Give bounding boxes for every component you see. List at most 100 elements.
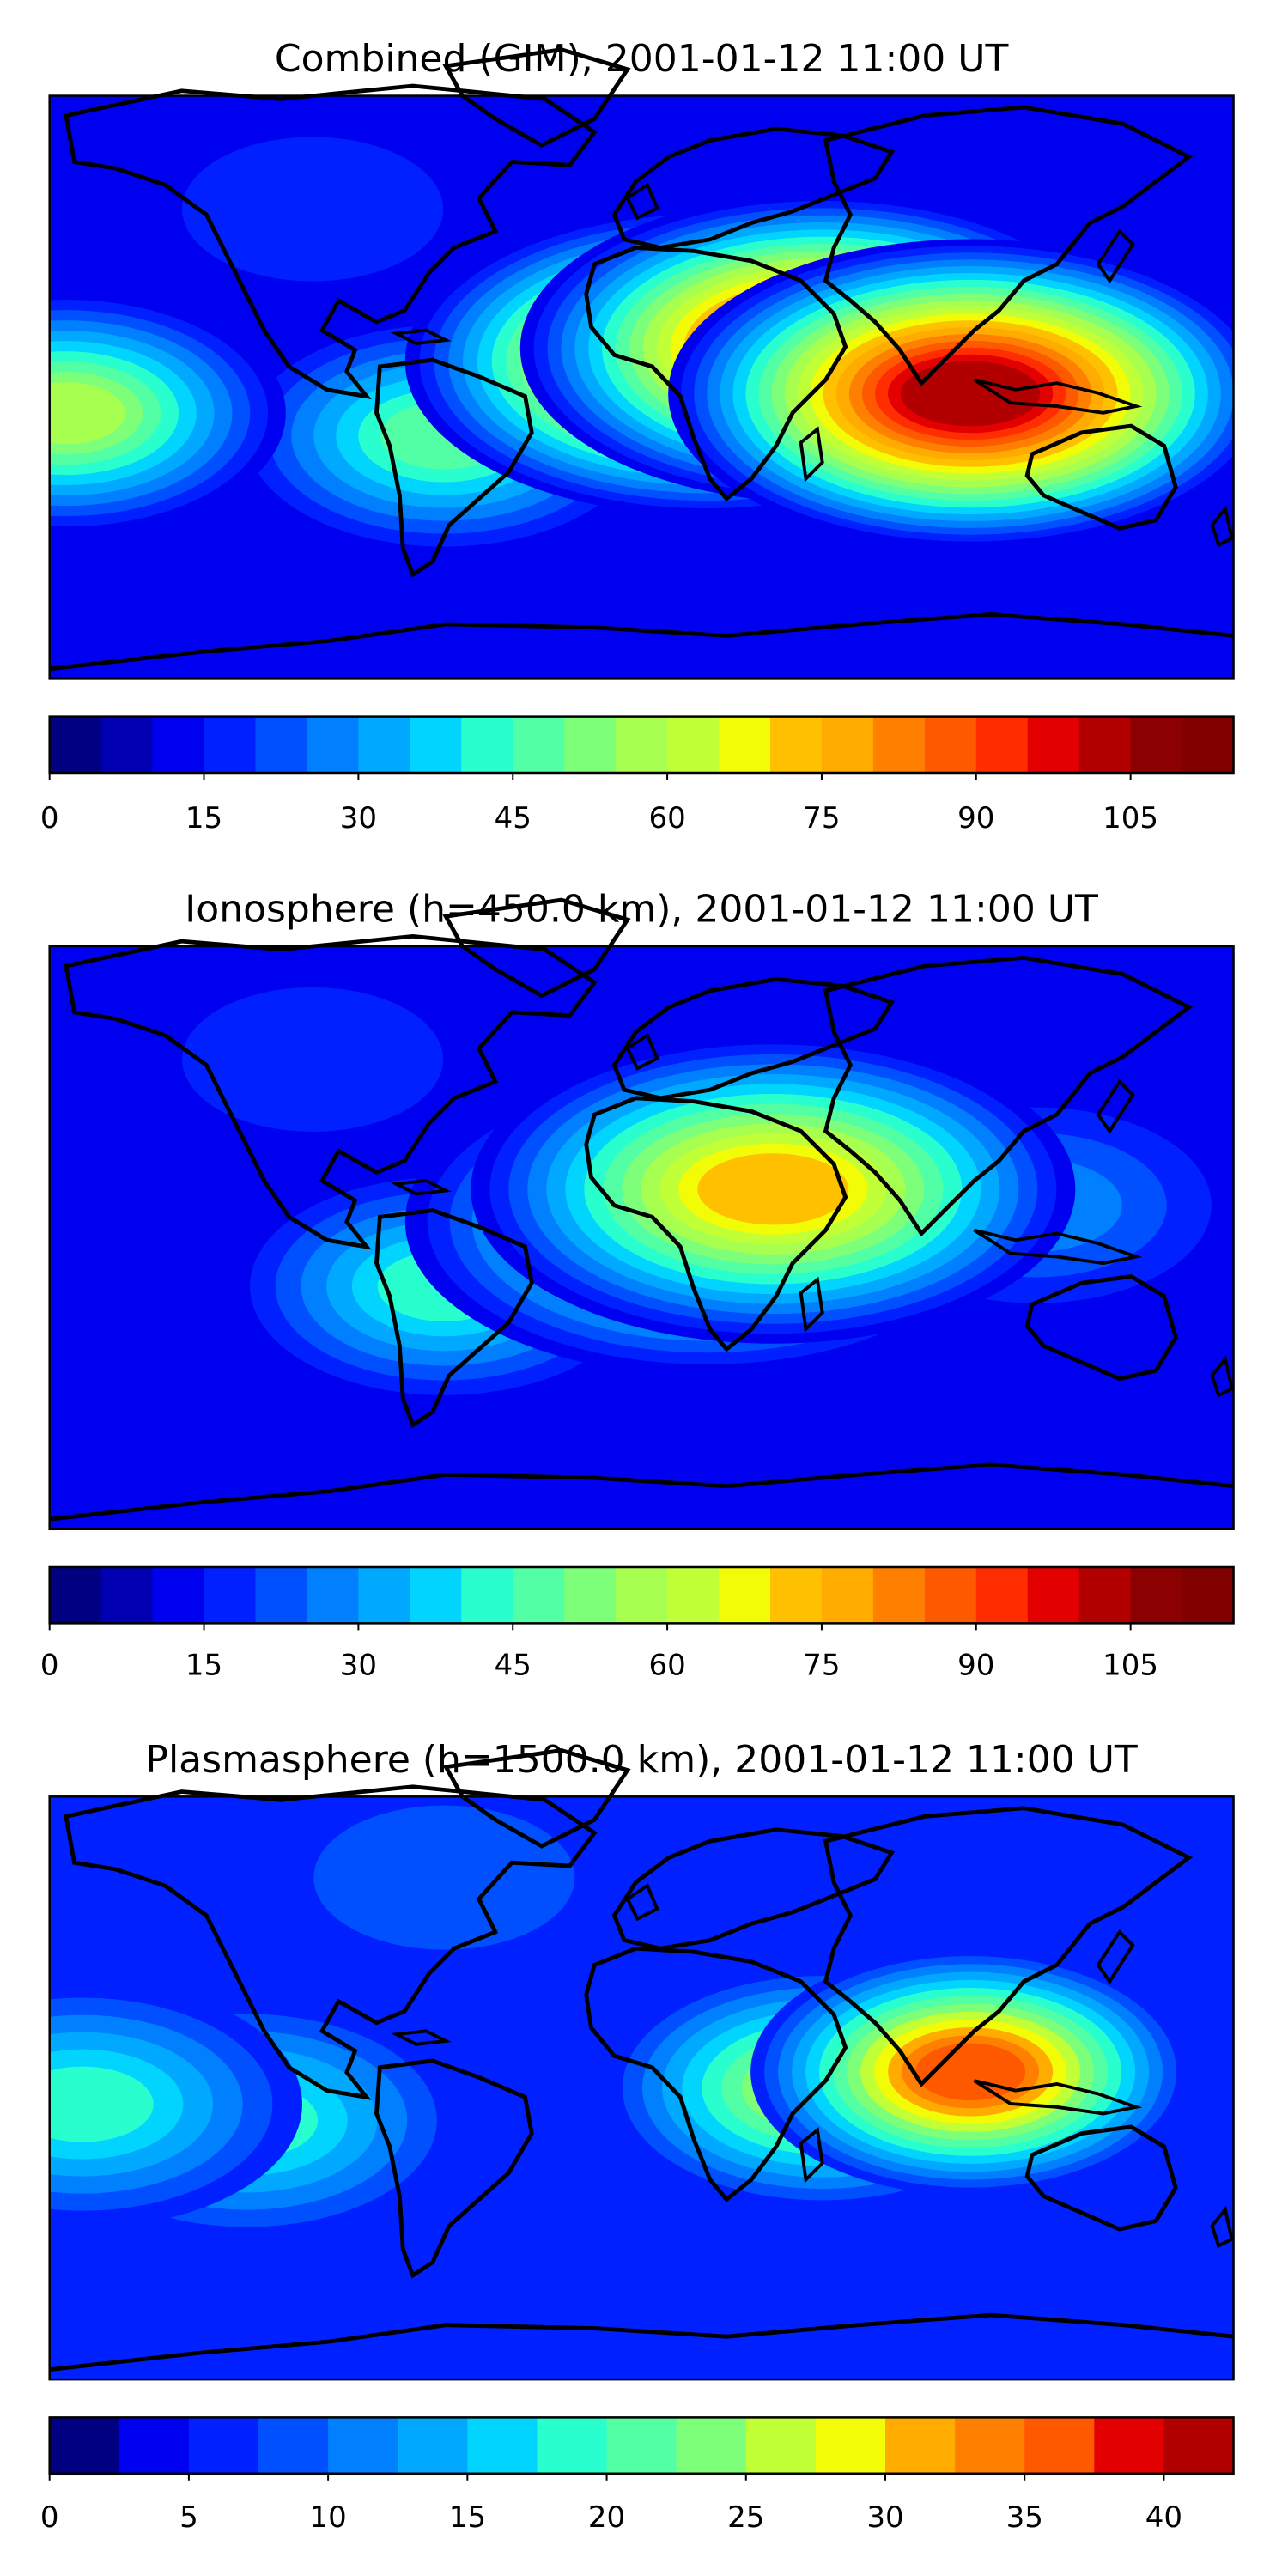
- colorbar-swatch: [307, 1567, 359, 1624]
- colorbar-tick-label: 30: [340, 801, 377, 835]
- colorbar-swatch: [410, 1567, 462, 1624]
- colorbar: 0 5 10 15 20 25 30 35 40: [40, 2416, 1235, 2535]
- colorbar-tick-label: 90: [957, 1648, 994, 1682]
- colorbar-swatch: [100, 1567, 154, 1624]
- colorbar-swatch: [461, 1567, 513, 1624]
- colorbar-swatch: [49, 1567, 102, 1624]
- contour-level: [697, 1153, 849, 1225]
- map-panel-2: Ionosphere (h=450.0 km), 2001-01-12 11:0…: [40, 888, 1256, 1682]
- colorbar-swatch: [188, 2417, 259, 2474]
- map-panel-3: Plasmasphere (h=1500.0 km), 2001-01-12 1…: [40, 1738, 1235, 2535]
- colorbar-swatch: [924, 1567, 977, 1624]
- colorbar-swatch: [745, 2417, 817, 2474]
- colorbar-swatch: [307, 716, 359, 773]
- colorbar-swatch: [398, 2417, 468, 2474]
- colorbar-swatch: [204, 716, 257, 773]
- colorbar-swatch: [955, 2417, 1025, 2474]
- colorbar-swatch: [924, 716, 977, 773]
- colorbar-swatch: [328, 2417, 398, 2474]
- colorbar: 0 15 30 45 60 75 90 105: [40, 715, 1235, 835]
- colorbar-tick-label: 45: [495, 1648, 532, 1682]
- colorbar-tick-label: 20: [588, 2500, 625, 2535]
- colorbar-swatch: [821, 1567, 874, 1624]
- colorbar-swatch: [255, 1567, 308, 1624]
- colorbar-swatch: [884, 2417, 956, 2474]
- colorbar-swatch: [667, 716, 720, 773]
- colorbar-tick-label: 40: [1145, 2500, 1182, 2535]
- tec-field: [49, 95, 1234, 679]
- colorbar-tick-label: 10: [309, 2500, 346, 2535]
- contour-level: [49, 2066, 154, 2142]
- colorbar-swatch: [118, 2417, 190, 2474]
- colorbar-swatch: [815, 2417, 886, 2474]
- colorbar-swatch: [676, 2417, 747, 2474]
- colorbar-swatch: [513, 716, 565, 773]
- colorbar-swatch: [616, 716, 668, 773]
- colorbar-swatch: [975, 1567, 1029, 1624]
- colorbar-tick-label: 105: [1103, 801, 1158, 835]
- colorbar-swatch: [872, 1567, 926, 1624]
- colorbar-swatch: [821, 716, 874, 773]
- panel-title: Combined (GIM), 2001-01-12 11:00 UT: [275, 37, 1009, 81]
- colorbar-tick-label: 15: [185, 1648, 222, 1682]
- colorbar-swatch: [769, 1567, 823, 1624]
- tec-field: [49, 1796, 1234, 2380]
- colorbar-swatch: [100, 716, 154, 773]
- colorbar-swatch: [513, 1567, 565, 1624]
- colorbar-swatch: [1163, 2417, 1235, 2474]
- colorbar-swatch: [152, 716, 205, 773]
- colorbar-tick-label: 30: [866, 2500, 903, 2535]
- map-panel-1: Combined (GIM), 2001-01-12 11:00 UT 0 15 30…: [40, 37, 1273, 835]
- panel-title: Ionosphere (h=450.0 km), 2001-01-12 11:0…: [185, 888, 1098, 932]
- colorbar-swatch: [975, 716, 1029, 773]
- colorbar-tick-label: 75: [803, 801, 840, 835]
- colorbar: 0 15 30 45 60 75 90 105: [40, 1565, 1235, 1682]
- colorbar-swatch: [1182, 716, 1235, 773]
- panel-title: Plasmasphere (h=1500.0 km), 2001-01-12 1…: [145, 1738, 1137, 1782]
- colorbar-swatch: [1027, 1567, 1080, 1624]
- colorbar-swatch: [258, 2417, 329, 2474]
- tec-field: [49, 945, 1234, 1529]
- contour-level: [313, 1805, 575, 1950]
- colorbar-tick-label: 60: [648, 1648, 685, 1682]
- colorbar-swatch: [537, 2417, 608, 2474]
- colorbar-tick-label: 0: [40, 801, 59, 835]
- colorbar-swatch: [769, 716, 823, 773]
- colorbar-swatch: [719, 1567, 771, 1624]
- contour-level: [49, 382, 125, 445]
- colorbar-swatch: [152, 1567, 205, 1624]
- colorbar-swatch: [616, 1567, 668, 1624]
- map-frame: [48, 1795, 1235, 2381]
- colorbar-swatch: [872, 716, 926, 773]
- colorbar-swatch: [1094, 2417, 1165, 2474]
- colorbar-tick-label: 45: [495, 801, 532, 835]
- colorbar-tick-label: 105: [1103, 1648, 1158, 1682]
- colorbar-tick-label: 5: [179, 2500, 198, 2535]
- colorbar-swatch: [467, 2417, 538, 2474]
- colorbar-swatch: [564, 716, 617, 773]
- colorbar-swatch: [49, 716, 102, 773]
- colorbar-tick-label: 0: [40, 2500, 59, 2535]
- colorbar-tick-label: 25: [727, 2500, 764, 2535]
- colorbar-swatch: [1182, 1567, 1235, 1624]
- contour-level: [901, 361, 1041, 427]
- colorbar-swatch: [255, 716, 308, 773]
- colorbar-swatch: [1078, 716, 1132, 773]
- colorbar-tick-label: 60: [648, 801, 685, 835]
- colorbar-tick-label: 35: [1006, 2500, 1043, 2535]
- colorbar-tick-label: 90: [957, 801, 994, 835]
- colorbar-swatch: [461, 716, 513, 773]
- map-frame: [48, 945, 1235, 1531]
- colorbar-swatch: [667, 1567, 720, 1624]
- colorbar-tick-label: 75: [803, 1648, 840, 1682]
- colorbar-swatch: [1130, 1567, 1183, 1624]
- colorbar-tick-label: 0: [40, 1648, 59, 1682]
- colorbar-swatch: [1024, 2417, 1095, 2474]
- colorbar-swatch: [606, 2417, 677, 2474]
- colorbar-swatch: [49, 2417, 120, 2474]
- colorbar-swatch: [204, 1567, 257, 1624]
- map-frame: [48, 94, 1235, 680]
- colorbar-tick-label: 15: [185, 801, 222, 835]
- colorbar-swatch: [1078, 1567, 1132, 1624]
